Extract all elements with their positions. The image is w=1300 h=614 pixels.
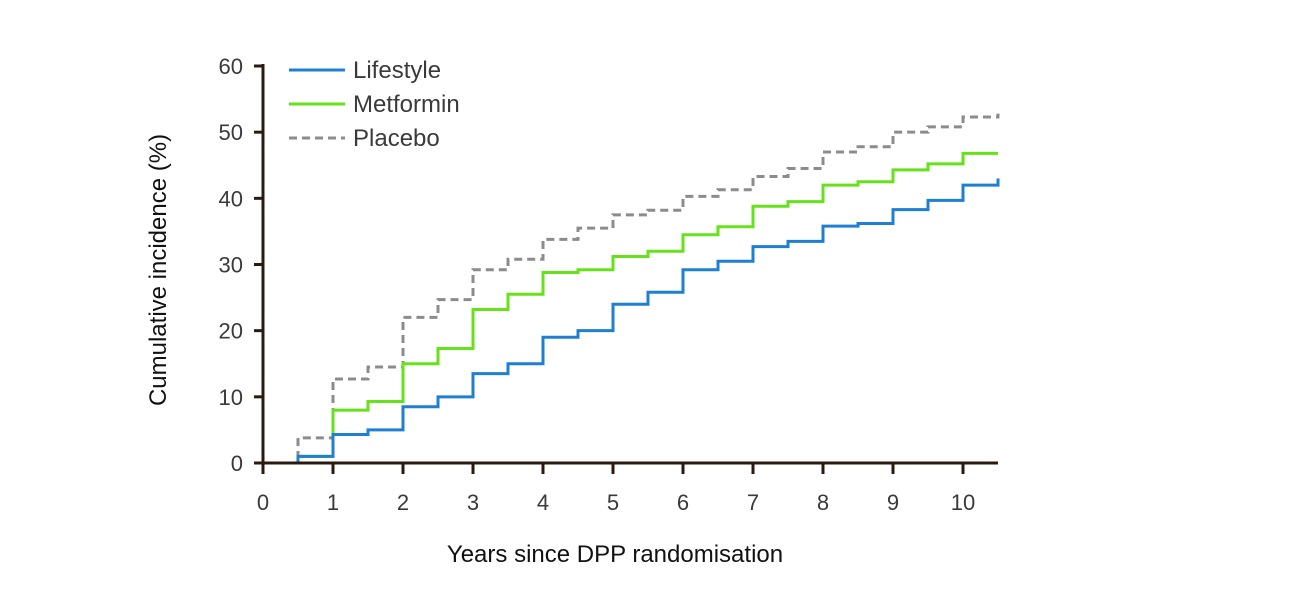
legend-label-metformin: Metformin [353, 91, 460, 118]
y-tick-label: 60 [219, 54, 243, 79]
y-tick-label: 10 [219, 385, 243, 410]
x-tick-label: 7 [747, 490, 759, 515]
x-tick-label: 9 [887, 490, 899, 515]
series-line-metformin [263, 151, 998, 465]
x-tick-label: 1 [327, 490, 339, 515]
y-tick-label: 40 [219, 186, 243, 211]
x-ticks: 0 1 2 3 4 5 6 7 8 9 10 [257, 463, 975, 515]
y-tick-label: 50 [219, 120, 243, 145]
x-tick-label: 5 [607, 490, 619, 515]
y-ticks: 0 10 20 30 40 50 60 [219, 54, 263, 476]
series-layer [263, 113, 1000, 465]
legend: Lifestyle Metformin Placebo [289, 57, 460, 152]
axes [261, 64, 998, 465]
x-axis-title: Years since DPP randomisation [447, 541, 783, 568]
y-tick-label: 30 [219, 253, 243, 278]
y-tick-label: 0 [231, 451, 243, 476]
x-tick-label: 10 [951, 490, 975, 515]
series-line-lifestyle [263, 178, 1000, 465]
legend-label-lifestyle: Lifestyle [353, 57, 441, 84]
x-tick-label: 4 [537, 490, 549, 515]
legend-label-placebo: Placebo [353, 125, 440, 152]
x-tick-label: 8 [817, 490, 829, 515]
y-axis-title: Cumulative incidence (%) [145, 134, 172, 406]
x-tick-label: 6 [677, 490, 689, 515]
x-tick-label: 2 [397, 490, 409, 515]
x-tick-label: 0 [257, 490, 269, 515]
series-line-placebo [263, 113, 1000, 465]
x-tick-label: 3 [467, 490, 479, 515]
y-tick-label: 20 [219, 319, 243, 344]
